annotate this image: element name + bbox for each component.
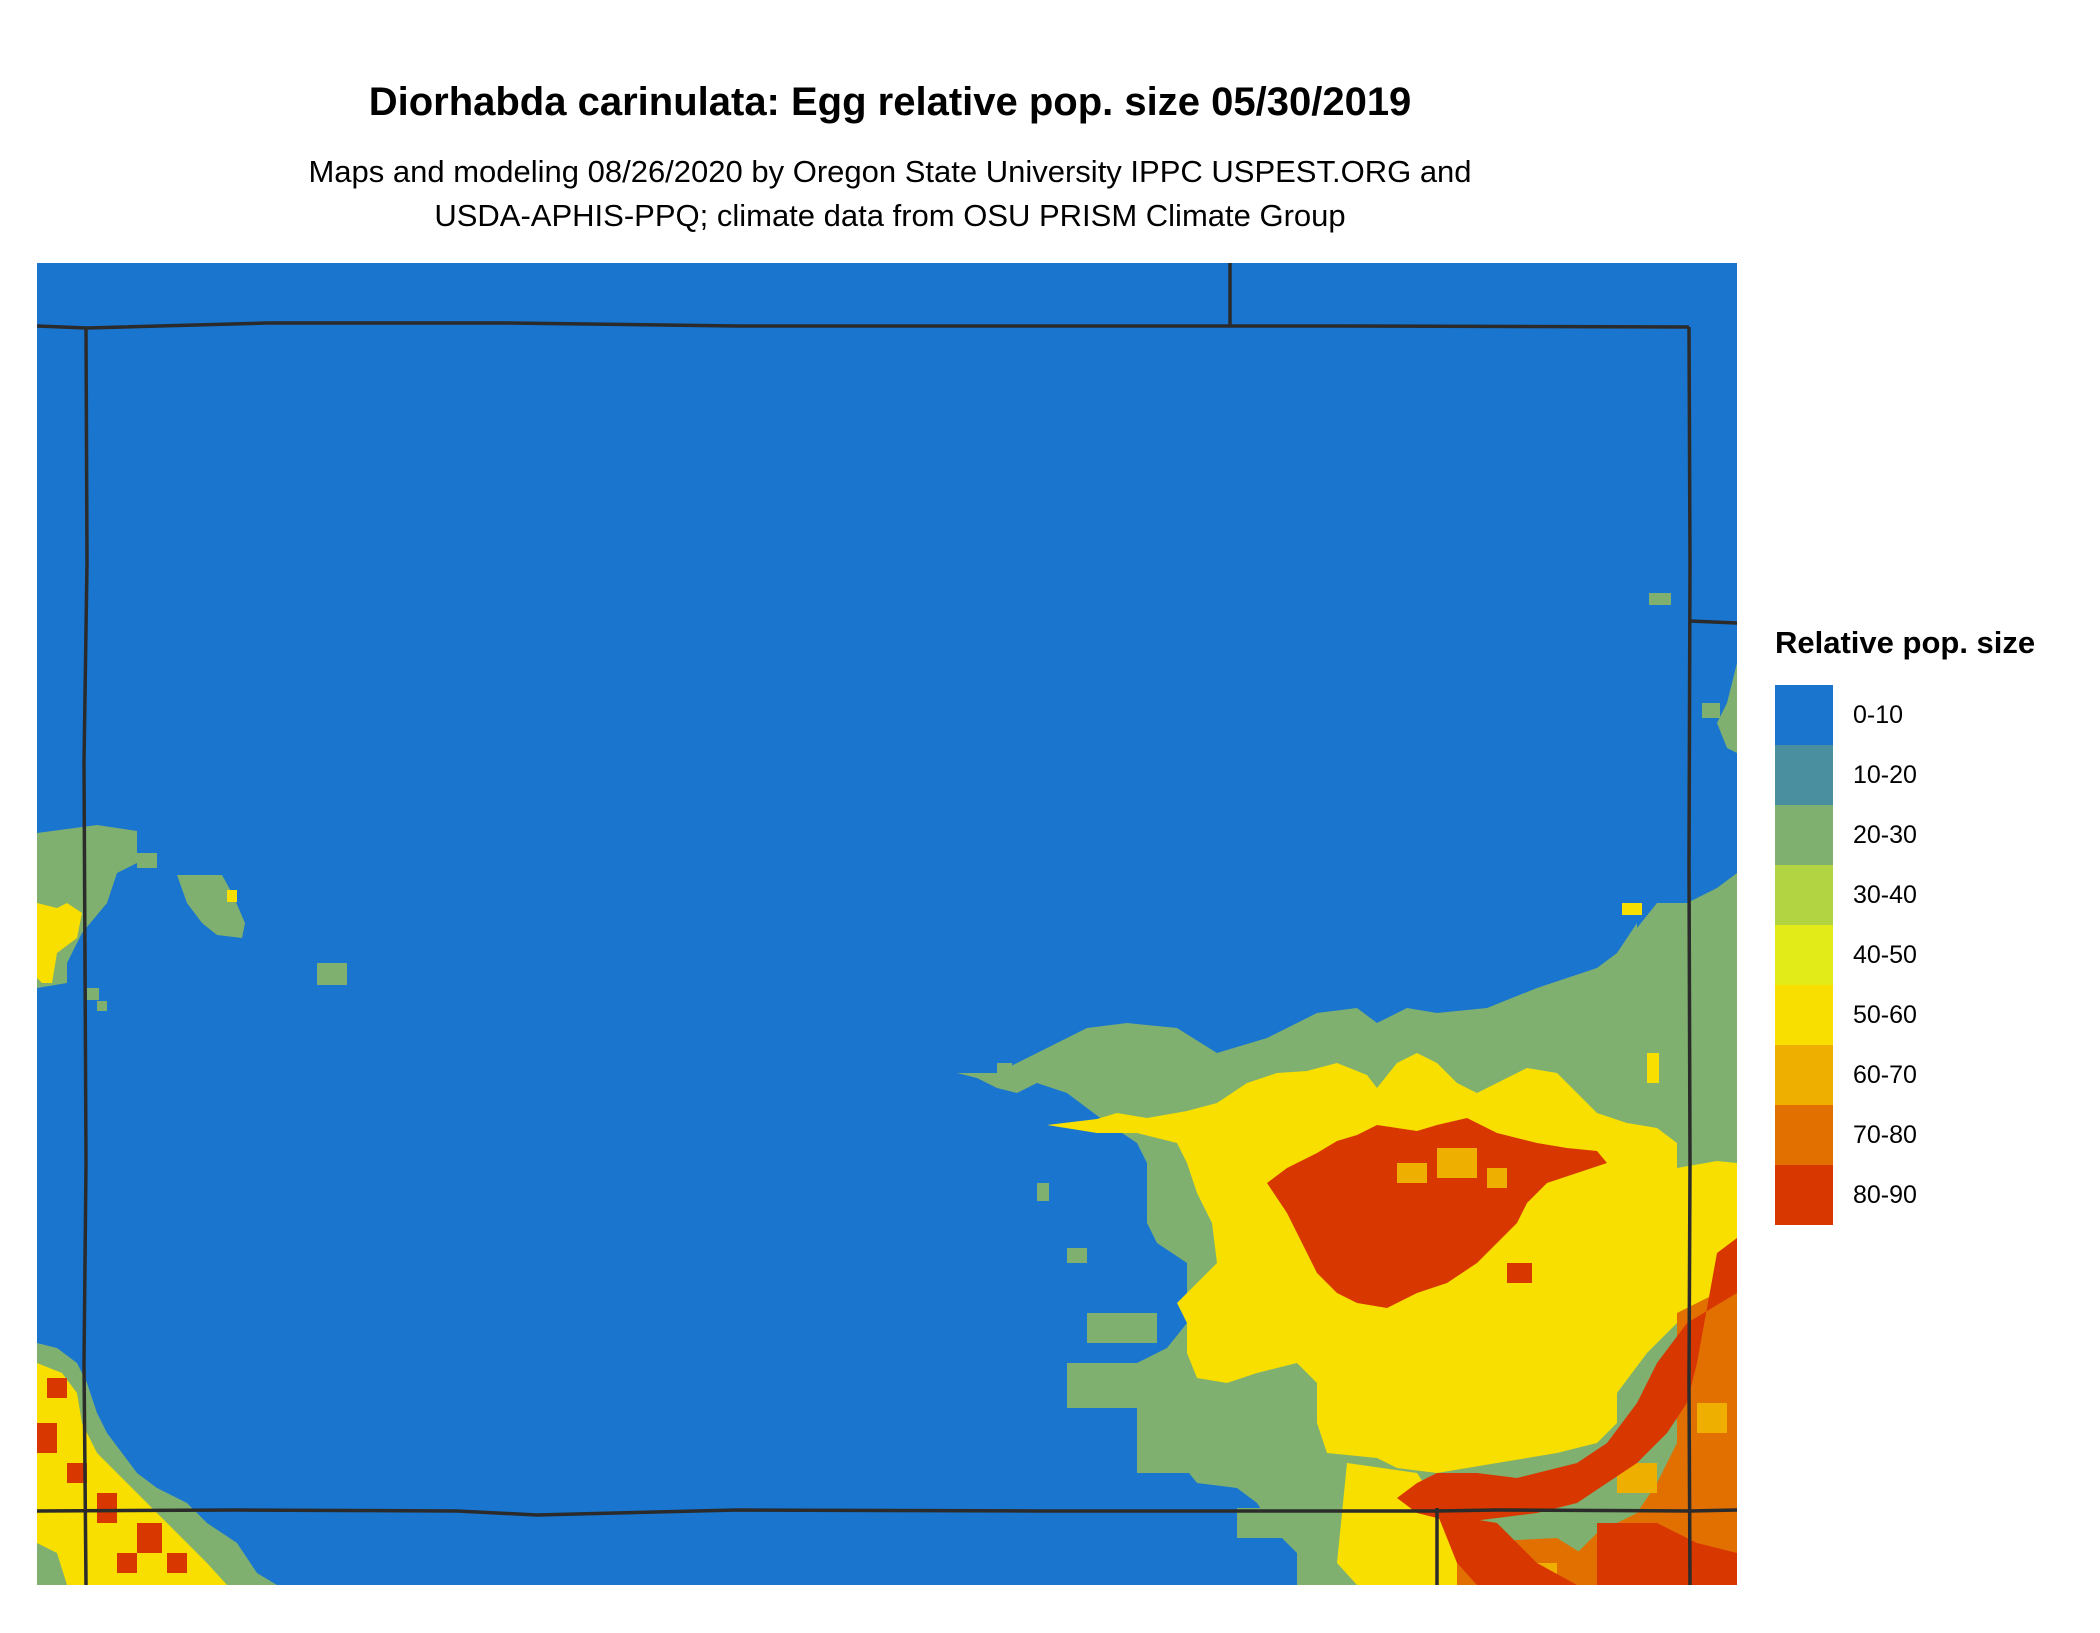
legend-item: 80-90 <box>1775 1165 2035 1225</box>
legend-label: 80-90 <box>1853 1180 1917 1209</box>
legend: Relative pop. size 0-10 10-20 20-30 30-4… <box>1775 625 2035 1225</box>
legend-label: 30-40 <box>1853 880 1917 909</box>
legend-label: 0-10 <box>1853 700 1904 729</box>
legend-swatch <box>1775 985 1833 1045</box>
state-boundaries <box>37 263 1737 1585</box>
legend-title: Relative pop. size <box>1775 625 2036 660</box>
legend-item: 40-50 <box>1775 925 2035 985</box>
legend-item: 0-10 <box>1775 685 2035 745</box>
zone-southwest-80-90 <box>37 1378 187 1573</box>
legend-swatch <box>1775 1165 1833 1225</box>
subtitle-line-2: USDA-APHIS-PPQ; climate data from OSU PR… <box>434 198 1346 233</box>
zone-northeast-20-30 <box>1649 593 1737 753</box>
legend-swatch <box>1775 805 1833 865</box>
legend-item: 30-40 <box>1775 865 2035 925</box>
legend-label: 50-60 <box>1853 1000 1917 1029</box>
legend-swatch <box>1775 925 1833 985</box>
subtitle-line-1: Maps and modeling 08/26/2020 by Oregon S… <box>308 154 1472 189</box>
legend-swatch <box>1775 865 1833 925</box>
legend-label: 20-30 <box>1853 820 1917 849</box>
legend-label: 10-20 <box>1853 760 1917 789</box>
map-subtitle: Maps and modeling 08/26/2020 by Oregon S… <box>0 150 1780 238</box>
legend-item: 10-20 <box>1775 745 2035 805</box>
legend-label: 60-70 <box>1853 1060 1917 1089</box>
zone-west-50-60 <box>37 890 237 983</box>
legend-label: 70-80 <box>1853 1120 1917 1149</box>
legend-item: 70-80 <box>1775 1105 2035 1165</box>
zone-southeast-80-90 <box>1267 1118 1737 1585</box>
legend-swatch <box>1775 685 1833 745</box>
legend-swatch <box>1775 745 1833 805</box>
legend-item: 60-70 <box>1775 1045 2035 1105</box>
population-map <box>37 263 1737 1585</box>
map-title: Diorhabda carinulata: Egg relative pop. … <box>368 80 1412 124</box>
legend-item: 20-30 <box>1775 805 2035 865</box>
legend-label: 40-50 <box>1853 940 1917 969</box>
legend-swatch <box>1775 1045 1833 1105</box>
legend-item: 50-60 <box>1775 985 2035 1045</box>
legend-swatch <box>1775 1105 1833 1165</box>
zone-core-60-70 <box>1397 1148 1507 1188</box>
